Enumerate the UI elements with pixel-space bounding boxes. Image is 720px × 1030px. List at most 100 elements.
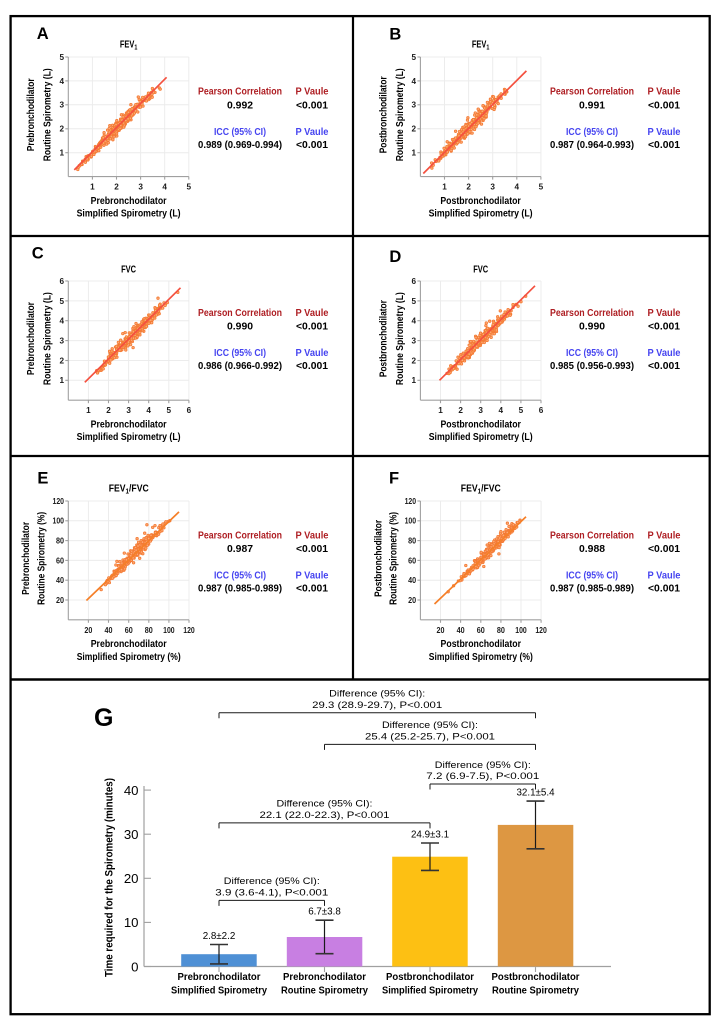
svg-text:0.990: 0.990	[227, 322, 253, 333]
svg-text:3: 3	[59, 337, 64, 346]
svg-text:Simplified Spirometry: Simplified Spirometry	[382, 986, 478, 997]
svg-text:P Vaule: P Vaule	[648, 87, 681, 98]
svg-text:5: 5	[59, 53, 64, 62]
svg-text:Pearson Correlation: Pearson Correlation	[198, 531, 282, 542]
svg-text:Prebronchodilator: Prebronchodilator	[26, 302, 37, 375]
svg-text:4: 4	[499, 406, 504, 415]
svg-text:Time required for the Spiromet: Time required for the Spirometry (minute…	[104, 778, 116, 977]
svg-text:6: 6	[187, 406, 192, 415]
svg-text:2: 2	[466, 183, 471, 192]
svg-text:120: 120	[183, 626, 195, 635]
svg-text:0.987 (0.964-0.993): 0.987 (0.964-0.993)	[550, 140, 634, 151]
svg-text:Pearson Correlation: Pearson Correlation	[198, 308, 282, 319]
svg-text:Pearson Correlation: Pearson Correlation	[550, 87, 634, 98]
svg-text:P Vaule: P Vaule	[296, 87, 329, 98]
svg-text:Postbronchodilator: Postbronchodilator	[440, 196, 521, 207]
svg-text:60: 60	[56, 556, 64, 565]
svg-text:2: 2	[114, 183, 119, 192]
svg-text:2: 2	[59, 125, 64, 134]
svg-text:Postbronchodilator: Postbronchodilator	[378, 76, 389, 153]
svg-text:P Vaule: P Vaule	[648, 571, 681, 582]
svg-text:Prebronchodilator: Prebronchodilator	[283, 972, 366, 983]
svg-text:FVC: FVC	[121, 264, 136, 275]
svg-text:5: 5	[167, 406, 172, 415]
svg-text:P Vaule: P Vaule	[648, 531, 681, 542]
svg-text:Routine Spirometry: Routine Spirometry	[492, 986, 579, 997]
svg-text:1: 1	[442, 183, 447, 192]
svg-text:Pearson Correlation: Pearson Correlation	[198, 87, 282, 98]
svg-text:Postbronchodilator: Postbronchodilator	[378, 300, 389, 377]
svg-text:P Vaule: P Vaule	[296, 348, 329, 359]
svg-text:20: 20	[408, 596, 416, 605]
svg-text:20: 20	[84, 626, 92, 635]
svg-text:3: 3	[412, 337, 417, 346]
svg-text:<0.001: <0.001	[648, 101, 680, 112]
svg-text:Difference (95% CI):: Difference (95% CI):	[435, 760, 531, 771]
svg-text:Prebronchodilator: Prebronchodilator	[21, 522, 32, 595]
svg-text:Routine Spirometry (L): Routine Spirometry (L)	[395, 292, 406, 385]
svg-text:100: 100	[515, 626, 527, 635]
svg-text:60: 60	[477, 626, 485, 635]
svg-text:FVC: FVC	[473, 264, 488, 275]
svg-text:0.989 (0.969-0.994): 0.989 (0.969-0.994)	[198, 140, 282, 151]
svg-text:<0.001: <0.001	[296, 101, 328, 112]
svg-text:P Vaule: P Vaule	[296, 127, 329, 138]
svg-text:3: 3	[59, 101, 64, 110]
svg-text:40: 40	[105, 626, 113, 635]
svg-text:<0.001: <0.001	[296, 361, 328, 372]
svg-text:0.992: 0.992	[227, 101, 253, 112]
svg-text:5: 5	[519, 406, 524, 415]
svg-text:0.991: 0.991	[579, 101, 605, 112]
svg-text:Routine Spirometry: Routine Spirometry	[281, 986, 368, 997]
svg-text:120: 120	[53, 497, 65, 506]
svg-text:<0.001: <0.001	[296, 544, 328, 555]
svg-text:E: E	[37, 470, 48, 488]
svg-text:G: G	[94, 704, 113, 732]
svg-text:Prebronchodilator: Prebronchodilator	[26, 78, 37, 151]
svg-text:6: 6	[539, 406, 544, 415]
svg-text:3: 3	[478, 406, 483, 415]
svg-text:4: 4	[146, 406, 151, 415]
svg-text:40: 40	[408, 576, 416, 585]
svg-text:P Vaule: P Vaule	[648, 348, 681, 359]
svg-text:<0.001: <0.001	[648, 361, 680, 372]
svg-text:Simplified Spirometry (L): Simplified Spirometry (L)	[77, 209, 181, 220]
svg-text:Routine Spirometry (%): Routine Spirometry (%)	[36, 512, 47, 605]
svg-text:100: 100	[405, 517, 417, 526]
svg-text:Pearson Correlation: Pearson Correlation	[550, 308, 634, 319]
svg-text:0.990: 0.990	[579, 322, 605, 333]
svg-text:5: 5	[412, 53, 417, 62]
svg-text:5: 5	[59, 297, 64, 306]
svg-text:2: 2	[412, 125, 417, 134]
svg-text:FEV1: FEV1	[120, 40, 138, 52]
svg-text:2: 2	[458, 406, 463, 415]
svg-text:4: 4	[412, 317, 417, 326]
svg-text:B: B	[389, 25, 401, 43]
svg-text:ICC (95% CI): ICC (95% CI)	[566, 127, 618, 138]
svg-text:Postbronchodilator: Postbronchodilator	[492, 972, 580, 983]
svg-text:Pearson Correlation: Pearson Correlation	[550, 531, 634, 542]
svg-text:Routine Spirometry (L): Routine Spirometry (L)	[395, 68, 406, 161]
svg-text:4: 4	[162, 183, 167, 192]
svg-text:Simplified Spirometry (L): Simplified Spirometry (L)	[429, 209, 533, 220]
svg-text:Simplified Spirometry (L): Simplified Spirometry (L)	[429, 432, 533, 443]
svg-text:ICC (95% CI): ICC (95% CI)	[566, 571, 618, 582]
svg-text:20: 20	[56, 596, 64, 605]
svg-text:80: 80	[497, 626, 505, 635]
svg-text:P Vaule: P Vaule	[648, 308, 681, 319]
svg-text:<0.001: <0.001	[648, 544, 680, 555]
svg-text:<0.001: <0.001	[648, 140, 680, 151]
svg-text:<0.001: <0.001	[296, 140, 328, 151]
svg-text:5: 5	[187, 183, 192, 192]
svg-text:Prebronchodilator: Prebronchodilator	[91, 196, 167, 207]
svg-text:P Vaule: P Vaule	[296, 571, 329, 582]
svg-text:40: 40	[56, 576, 64, 585]
svg-text:80: 80	[56, 537, 64, 546]
svg-text:3: 3	[490, 183, 495, 192]
svg-text:Simplified Spirometry (%): Simplified Spirometry (%)	[429, 652, 533, 663]
svg-text:100: 100	[163, 626, 175, 635]
svg-text:30: 30	[124, 827, 139, 842]
svg-text:2.8±2.2: 2.8±2.2	[203, 931, 236, 942]
svg-text:7.2 (6.9-7.5), P<0.001: 7.2 (6.9-7.5), P<0.001	[426, 771, 539, 782]
svg-text:ICC (95% CI): ICC (95% CI)	[566, 348, 618, 359]
